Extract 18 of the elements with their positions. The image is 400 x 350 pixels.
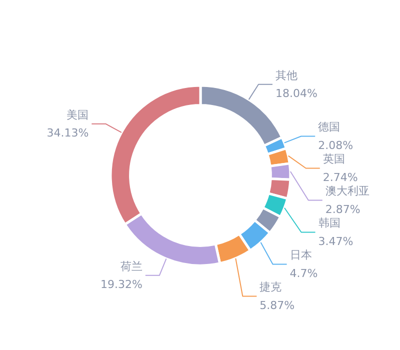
data-label: 3.47%	[318, 234, 354, 248]
slice-label: 荷兰	[120, 260, 142, 273]
data-label: 34.13%	[46, 126, 89, 140]
slice-label: 美国	[66, 108, 89, 122]
data-label: 2.08%	[318, 138, 354, 152]
slice-label: 德国	[318, 120, 340, 134]
slice-label: 韩国	[318, 216, 340, 230]
data-label: 5.87%	[260, 298, 295, 312]
data-label: 2.74%	[322, 170, 358, 184]
slice-label: 日本	[290, 248, 312, 262]
data-label: 4.7%	[290, 266, 318, 280]
slice-label: 澳大利亚	[325, 184, 370, 198]
data-label: 19.32%	[100, 278, 142, 291]
data-label: 18.04%	[275, 86, 318, 100]
slice-label: 捷克	[260, 280, 282, 294]
data-label: 2.87%	[325, 202, 360, 216]
slice-label: 英国	[322, 152, 345, 166]
slice-label: 其他	[275, 68, 298, 82]
